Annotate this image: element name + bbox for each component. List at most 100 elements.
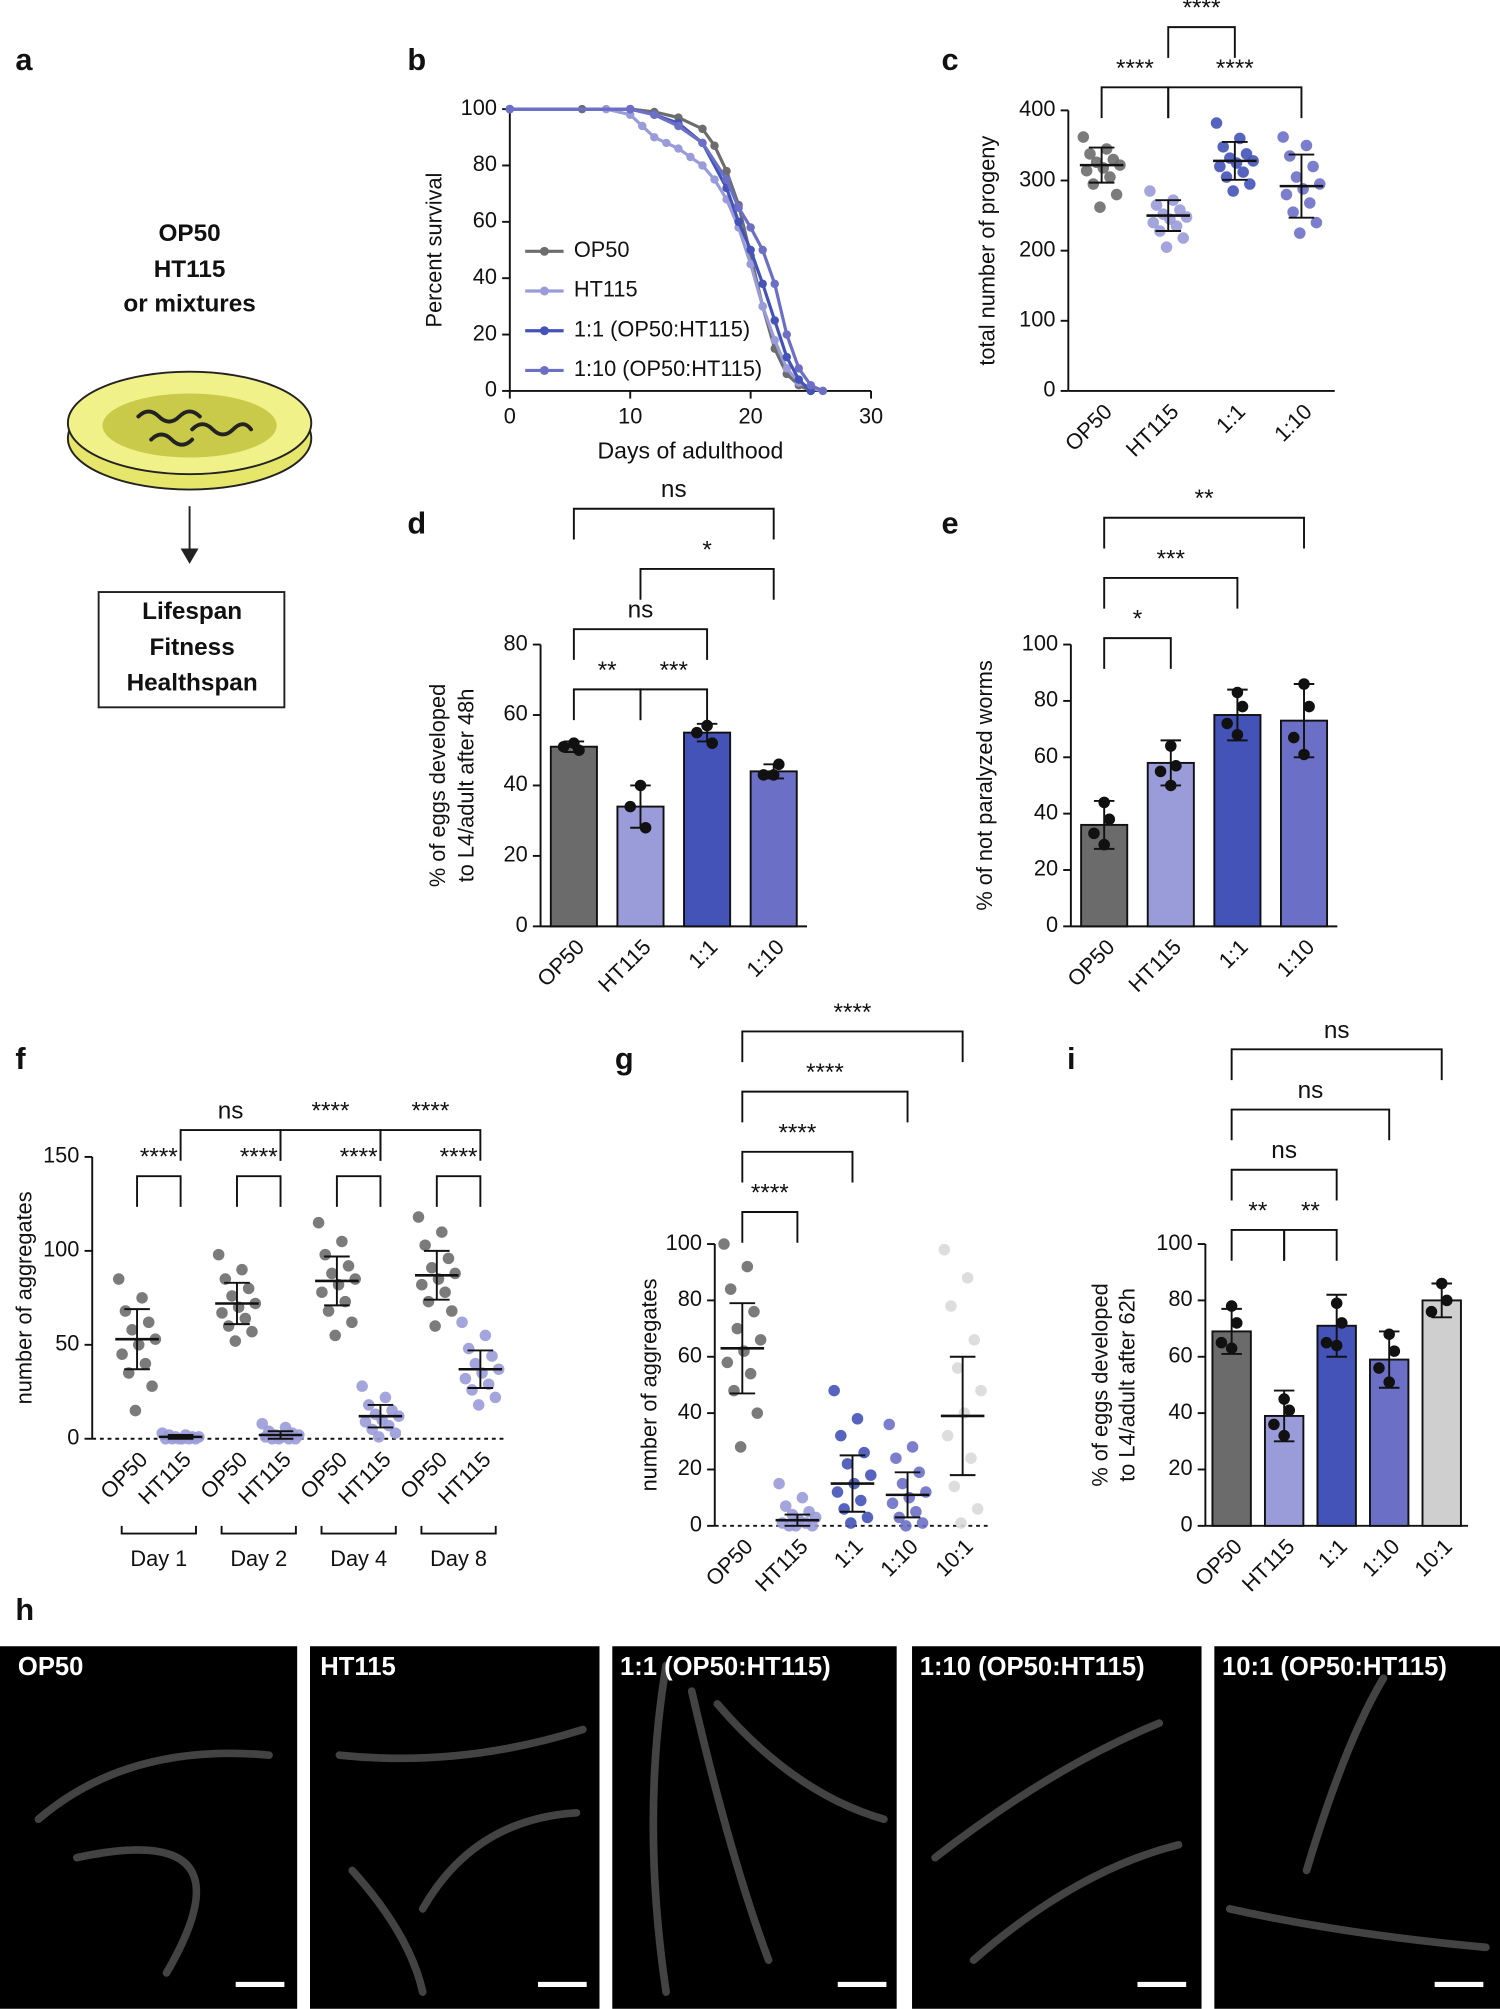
survival-point	[650, 110, 659, 119]
survival-line	[509, 107, 824, 393]
y-tick-label: 40	[1034, 799, 1058, 824]
error-bar	[1431, 1282, 1452, 1319]
data-point	[851, 1412, 864, 1425]
y-tick-label: 20	[1168, 1455, 1192, 1480]
significance-label: ****	[1183, 0, 1221, 22]
survival-point	[770, 316, 779, 325]
significance-bracket	[1167, 86, 1303, 119]
significance-bracket	[435, 1175, 482, 1207]
group-bracket	[320, 1525, 397, 1535]
data-point	[316, 1286, 328, 1298]
data-point	[744, 1367, 757, 1380]
y-tick-label: 150	[43, 1143, 79, 1168]
x-tick-label: OP50	[701, 1534, 758, 1591]
outcome: Lifespan	[142, 598, 242, 625]
y-tick-label: 400	[1019, 96, 1055, 121]
survival-point	[698, 138, 707, 148]
survival-point	[782, 330, 791, 339]
data-point	[1441, 1294, 1453, 1307]
data-point	[861, 1511, 874, 1524]
bar	[1421, 1299, 1462, 1527]
survival-point	[650, 133, 659, 142]
micrograph	[309, 1646, 600, 2009]
data-point	[379, 1391, 392, 1404]
data-point	[222, 1320, 235, 1332]
data-point	[366, 1423, 378, 1436]
significance-label: ns	[218, 1098, 244, 1125]
legend-marker	[539, 365, 549, 375]
y-axis-label: total number of progeny	[975, 136, 1000, 366]
x-tick-label: 10:1	[930, 1534, 978, 1582]
survival-point	[626, 104, 635, 114]
x-tick-label: 1:1	[1214, 934, 1253, 973]
data-point	[573, 744, 585, 756]
data-point	[373, 1431, 385, 1443]
data-point	[239, 1312, 252, 1325]
worm-outlines	[34, 1661, 1490, 1996]
y-axis-label: % of not paralyzed worms	[972, 660, 997, 911]
data-point	[236, 1263, 248, 1276]
survival-point	[758, 245, 767, 255]
data-point	[1084, 148, 1096, 160]
x-tick-label: 10	[618, 404, 642, 429]
condition: HT115	[154, 256, 226, 283]
data-point	[1294, 227, 1306, 239]
data-point	[831, 1486, 844, 1498]
data-point	[1277, 131, 1289, 143]
data-point	[439, 1286, 451, 1298]
data-point	[1177, 232, 1189, 244]
data-point	[342, 1260, 355, 1272]
data-point	[1220, 171, 1233, 183]
y-tick-label: 0	[1043, 377, 1055, 402]
significance-bracket	[1103, 637, 1172, 669]
y-tick-label: 80	[1034, 687, 1058, 712]
data-point	[456, 1316, 468, 1329]
data-point	[754, 1334, 767, 1346]
data-point	[734, 1441, 747, 1453]
data-point	[886, 1497, 899, 1510]
data-point	[1170, 220, 1183, 232]
error-bar	[630, 784, 651, 829]
data-point	[446, 1305, 458, 1317]
x-tick-label: OP50	[1062, 934, 1119, 991]
error-bar	[1273, 1389, 1295, 1443]
survival-point	[722, 166, 731, 176]
significance-label: **	[1248, 1197, 1267, 1224]
y-tick-label: 40	[678, 1399, 702, 1424]
data-point	[1303, 700, 1315, 713]
data-point	[748, 1305, 760, 1318]
significance-bracket	[1283, 1228, 1338, 1261]
significance-label: ***	[660, 657, 689, 684]
significance-label: ns	[628, 597, 654, 624]
y-tick-label: 0	[1180, 1512, 1192, 1537]
y-tick-label: 20	[504, 842, 528, 867]
data-point	[129, 1404, 142, 1417]
data-point	[1154, 765, 1167, 778]
x-tick-label: 20	[739, 404, 763, 429]
significance-label: ****	[751, 1180, 789, 1207]
significance-label: ****	[1216, 55, 1254, 82]
x-tick-label: HT115	[1237, 1534, 1300, 1597]
data-point	[1268, 1418, 1280, 1431]
data-point	[910, 1505, 922, 1518]
data-point	[828, 1384, 840, 1397]
data-point	[835, 1429, 847, 1442]
data-point	[718, 1238, 730, 1250]
survival-point	[746, 245, 755, 255]
x-tick-label: 1:1	[1313, 1534, 1352, 1573]
y-tick-label: 60	[504, 701, 528, 726]
condition: or mixtures	[123, 291, 256, 318]
y-tick-label: 200	[1019, 236, 1055, 261]
data-point	[256, 1417, 268, 1430]
significance-label: ****	[806, 1059, 844, 1086]
data-point	[1147, 216, 1160, 229]
condition: OP50	[158, 220, 220, 247]
panel-letter: g	[615, 1041, 634, 1076]
x-tick-label: HT115	[750, 1534, 813, 1597]
data-point	[1307, 160, 1319, 173]
significance-bracket	[1230, 1108, 1391, 1141]
data-point	[968, 1334, 981, 1346]
data-point	[322, 1305, 335, 1317]
survival-point	[770, 279, 779, 289]
survival-point	[710, 141, 719, 150]
